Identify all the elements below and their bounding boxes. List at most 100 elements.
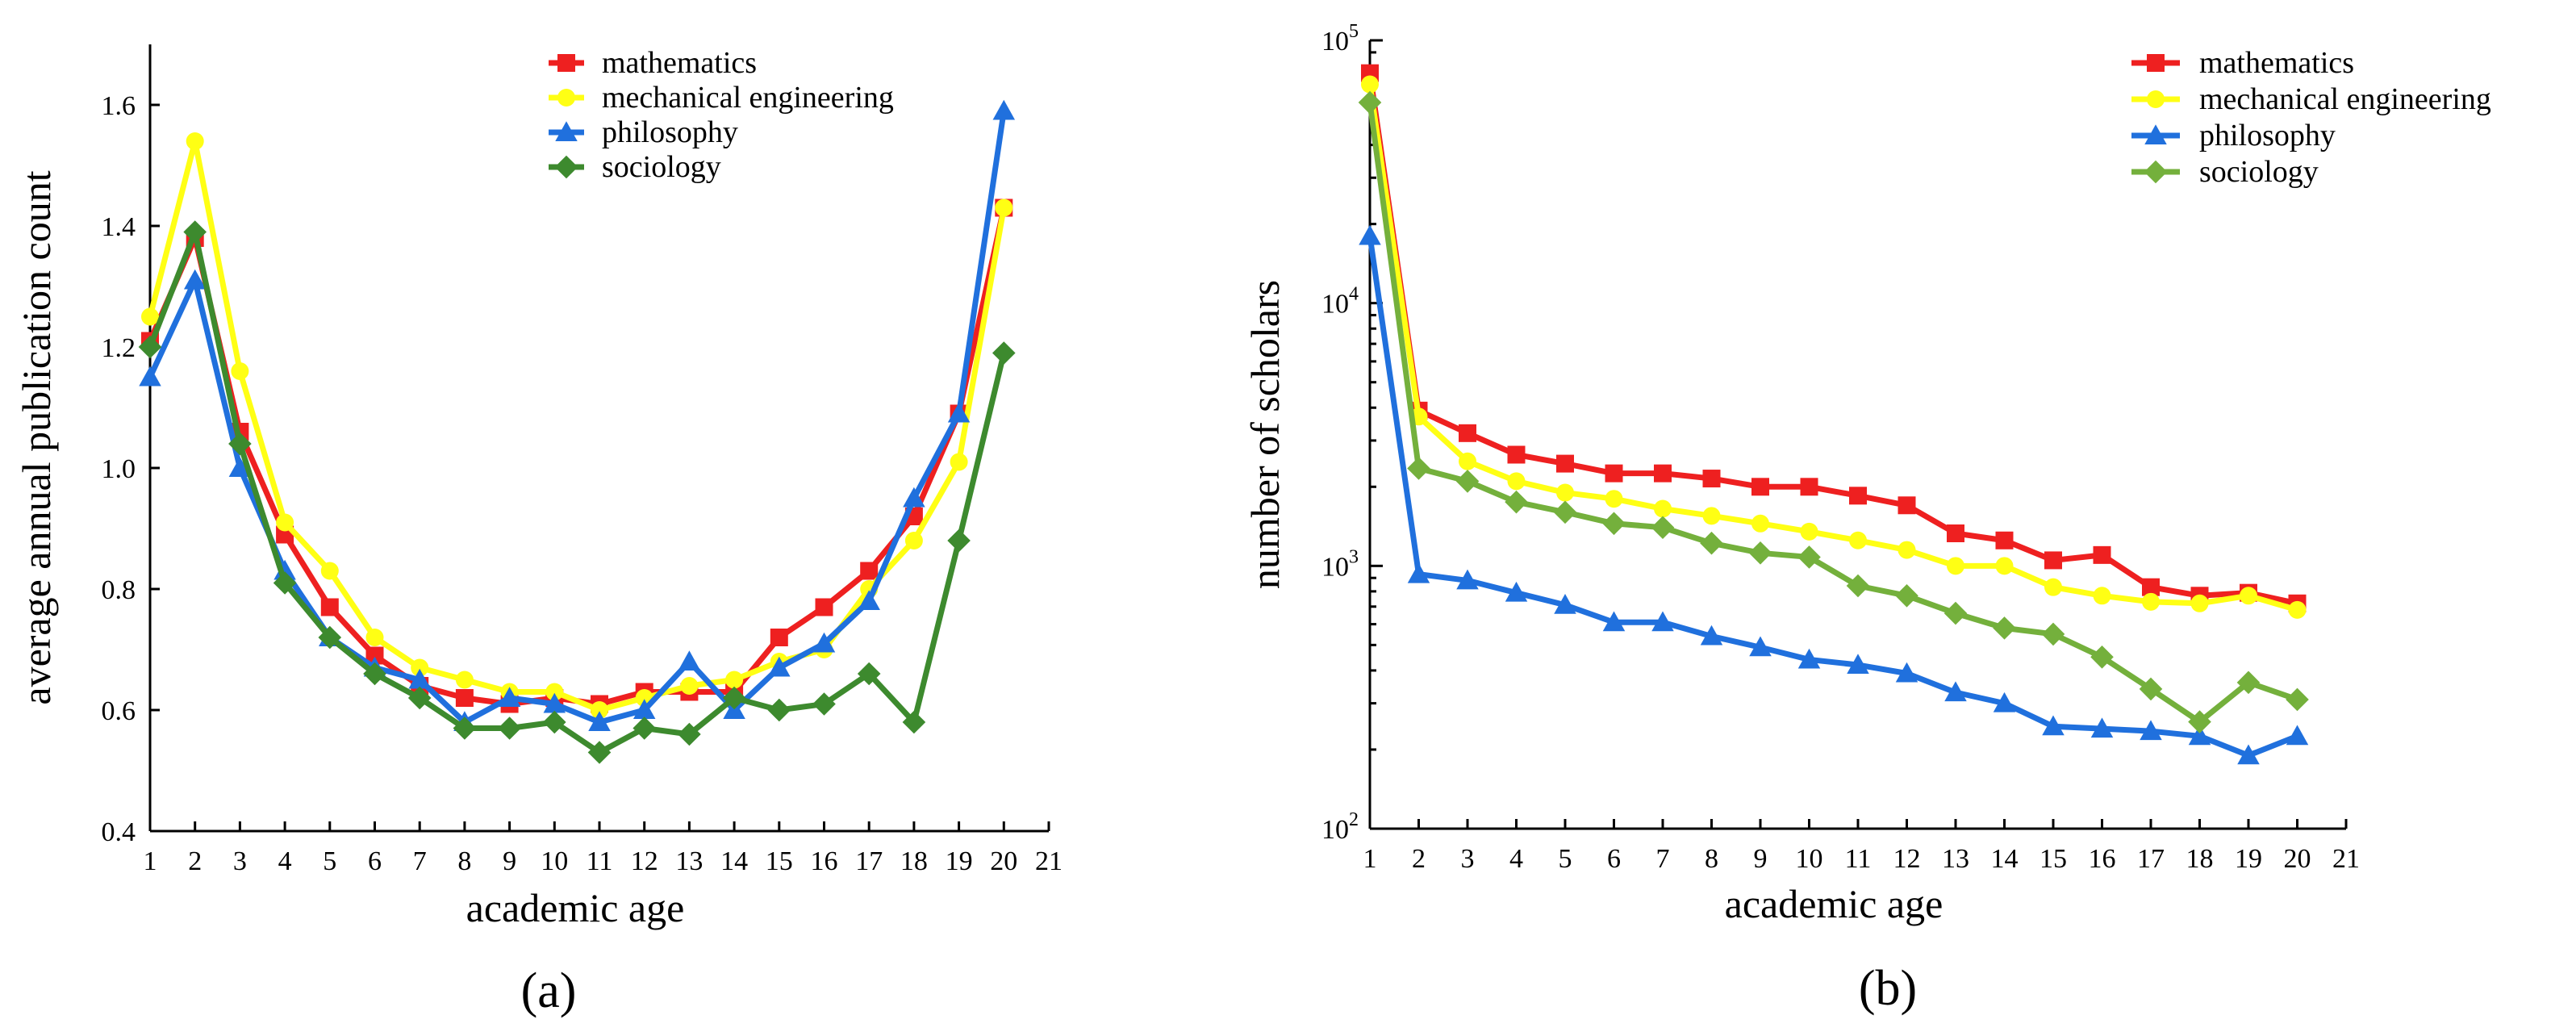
data-point: [2093, 587, 2111, 605]
series-sociology: [138, 220, 1016, 764]
data-point: [408, 668, 431, 689]
data-point: [2190, 594, 2209, 612]
legend-marker: [554, 155, 578, 179]
data-point: [1898, 496, 1916, 515]
data-point: [1605, 464, 1623, 483]
data-point: [138, 335, 162, 359]
data-point: [2044, 551, 2062, 570]
data-point: [587, 741, 612, 764]
x-tick-label: 9: [503, 846, 516, 876]
data-point: [543, 710, 566, 734]
series-line: [147, 207, 1007, 707]
data-point: [633, 717, 656, 740]
data-point: [320, 562, 339, 580]
x-tick-label: 16: [2089, 844, 2116, 874]
y-tick-label: 102: [1321, 809, 1359, 845]
data-point: [1651, 516, 1675, 540]
data-point: [2041, 622, 2065, 646]
x-axis-title: academic age: [1725, 881, 1943, 926]
y-axis-title: average annual publication count: [14, 170, 59, 704]
x-tick-label: 11: [1845, 844, 1872, 874]
x-tick-label: 11: [587, 846, 613, 876]
legend-label: sociology: [602, 150, 721, 184]
data-point: [1895, 662, 1918, 683]
data-point: [1898, 541, 1916, 559]
panel-label: (a): [521, 963, 577, 1018]
x-tick-label: 16: [811, 846, 838, 876]
data-point: [543, 692, 566, 713]
legend-marker: [2147, 54, 2165, 72]
legend-item: sociology: [2131, 155, 2319, 189]
legend-item: mathematics: [549, 46, 757, 80]
data-point: [1407, 457, 1430, 480]
legend-item: mechanical engineering: [2131, 82, 2491, 116]
data-point: [1556, 483, 1574, 502]
data-point: [995, 198, 1013, 217]
data-point: [680, 677, 699, 695]
data-point: [947, 529, 971, 553]
data-point: [1407, 562, 1430, 583]
data-point: [1797, 545, 1821, 569]
series-line: [1367, 236, 2298, 758]
x-tick-label: 10: [1796, 844, 1823, 874]
data-point: [2188, 710, 2211, 733]
data-point: [1797, 648, 1821, 669]
series-mathematics: [1361, 64, 2307, 612]
data-point: [273, 571, 297, 595]
data-point: [1846, 574, 1870, 598]
legend-item: philosophy: [549, 115, 738, 149]
data-point: [1700, 531, 1723, 555]
data-point: [2240, 587, 2257, 605]
legend-marker: [557, 89, 575, 107]
series-line: [147, 110, 1007, 725]
legend-item: mathematics: [2131, 46, 2354, 80]
x-tick-label: 15: [2040, 844, 2067, 874]
y-tick-label: 0.4: [102, 817, 136, 847]
data-point: [2140, 720, 2162, 741]
legend-marker: [557, 54, 575, 72]
legend-label: mathematics: [2199, 46, 2354, 80]
data-point: [768, 656, 791, 677]
data-point: [1702, 507, 1721, 525]
data-point: [1895, 583, 1918, 608]
data-point: [141, 307, 159, 326]
y-tick-label: 1.0: [102, 454, 136, 484]
data-point: [1993, 616, 2016, 640]
data-point: [1654, 464, 1672, 483]
x-tick-label: 6: [368, 846, 382, 876]
x-tick-label: 7: [413, 846, 427, 876]
data-point: [1849, 487, 1867, 505]
data-point: [1702, 470, 1721, 488]
data-point: [1602, 611, 1626, 632]
y-tick-label: 1.6: [102, 91, 136, 121]
x-tick-label: 19: [2235, 844, 2262, 874]
data-point: [455, 689, 474, 707]
data-point: [2142, 592, 2160, 611]
series-mathematics: [141, 198, 1013, 713]
legend-marker: [555, 121, 578, 141]
x-tick-label: 18: [900, 846, 928, 876]
data-point: [947, 402, 971, 423]
data-point: [453, 717, 477, 740]
data-point: [318, 625, 342, 650]
legend-label: philosophy: [2199, 119, 2336, 153]
data-point: [2188, 725, 2211, 746]
legend-label: sociology: [2199, 155, 2319, 189]
data-point: [950, 453, 968, 471]
data-point: [1751, 478, 1769, 496]
y-tick-label: 1.4: [102, 212, 136, 242]
data-point: [231, 362, 249, 380]
legend-label: mechanical engineering: [2199, 82, 2491, 116]
data-point: [1654, 499, 1672, 518]
data-point: [633, 699, 656, 719]
data-point: [1553, 500, 1577, 524]
x-tick-label: 8: [457, 846, 471, 876]
data-point: [183, 269, 207, 290]
x-tick-label: 5: [323, 846, 336, 876]
x-tick-label: 20: [2284, 844, 2311, 874]
data-point: [767, 698, 791, 722]
legend-label: mathematics: [602, 46, 757, 80]
legend-label: philosophy: [602, 115, 738, 149]
